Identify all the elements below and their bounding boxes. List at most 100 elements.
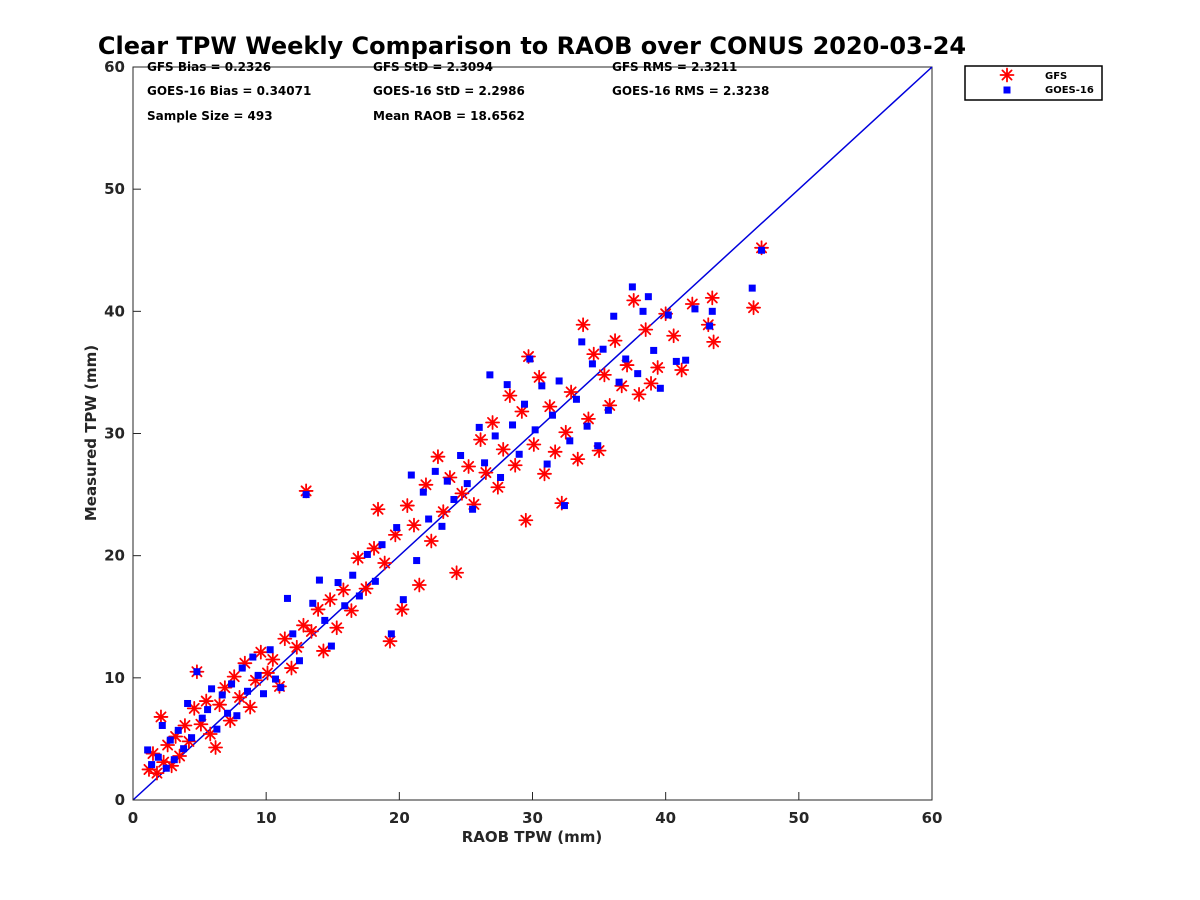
y-tick-label: 30 bbox=[104, 425, 125, 443]
gfs-point bbox=[186, 700, 202, 716]
goes-point bbox=[555, 377, 563, 385]
goes-point bbox=[706, 322, 714, 330]
gfs-point bbox=[643, 376, 659, 391]
stat-gfs-std: GFS StD = 2.3094 bbox=[373, 60, 493, 74]
goes-point bbox=[463, 480, 471, 488]
goes-point bbox=[295, 657, 303, 665]
goes-point bbox=[509, 421, 517, 429]
goes-point bbox=[588, 360, 596, 368]
gfs-point bbox=[310, 602, 326, 617]
goes-point bbox=[615, 378, 623, 386]
gfs-point bbox=[563, 384, 579, 400]
goes-point bbox=[560, 502, 568, 510]
gfs-point bbox=[242, 699, 258, 715]
gfs-point bbox=[626, 292, 642, 308]
goes-point bbox=[481, 459, 489, 467]
x-tick-label: 60 bbox=[922, 809, 943, 827]
goes-point bbox=[664, 311, 672, 319]
goes-point bbox=[622, 355, 630, 363]
goes-point bbox=[387, 630, 395, 638]
gfs-point bbox=[518, 512, 534, 528]
gfs-point bbox=[490, 479, 506, 495]
gfs-point bbox=[212, 697, 227, 713]
goes-point bbox=[327, 642, 335, 650]
goes-point bbox=[443, 477, 451, 485]
goes-point bbox=[249, 653, 257, 661]
gfs-point bbox=[260, 665, 275, 681]
goes-point bbox=[672, 357, 680, 365]
goes-point bbox=[154, 753, 162, 761]
gfs-point bbox=[329, 620, 345, 636]
gfs-point bbox=[746, 300, 761, 316]
goes-point bbox=[578, 338, 586, 346]
x-tick-label: 50 bbox=[788, 809, 809, 827]
gfs-point bbox=[358, 581, 374, 597]
legend: GFS GOES-16 bbox=[964, 65, 1103, 101]
goes-point bbox=[413, 557, 421, 565]
gfs-point bbox=[674, 362, 690, 378]
gfs-point bbox=[526, 437, 542, 452]
goes-point bbox=[315, 576, 323, 584]
gfs-point bbox=[570, 451, 586, 467]
goes-point bbox=[682, 356, 690, 364]
goes-point bbox=[166, 736, 174, 744]
gfs-point bbox=[631, 387, 647, 402]
gfs-point bbox=[597, 367, 612, 383]
gfs-point bbox=[172, 748, 188, 764]
gfs-point bbox=[284, 660, 299, 676]
gfs-point bbox=[336, 582, 351, 598]
gfs-point bbox=[370, 501, 386, 517]
chart-title: Clear TPW Weekly Comparison to RAOB over… bbox=[98, 32, 966, 60]
gfs-point bbox=[423, 533, 439, 549]
gfs-point bbox=[343, 603, 359, 619]
goes-point bbox=[656, 384, 664, 392]
goes-point bbox=[531, 426, 539, 434]
goes-point bbox=[639, 307, 647, 315]
gfs-point bbox=[502, 388, 518, 404]
gfs-point bbox=[531, 369, 547, 385]
goes-point bbox=[213, 725, 221, 733]
goes-point bbox=[650, 346, 658, 354]
goes-point bbox=[610, 312, 618, 320]
goes-point bbox=[355, 592, 363, 600]
gfs-point bbox=[387, 527, 403, 543]
goes-point bbox=[628, 283, 636, 291]
stat-goes-std: GOES-16 StD = 2.2986 bbox=[373, 84, 525, 98]
x-tick-label: 30 bbox=[522, 809, 543, 827]
gfs-point bbox=[265, 652, 281, 667]
goes-point bbox=[363, 550, 371, 558]
gfs-point bbox=[495, 441, 511, 457]
x-axis: 0 10 20 30 40 50 60 bbox=[128, 792, 943, 827]
goes-point bbox=[148, 761, 156, 769]
gfs-point bbox=[704, 290, 720, 306]
goes-point bbox=[425, 515, 433, 523]
goes-point bbox=[266, 646, 274, 654]
goes-point bbox=[438, 522, 446, 530]
goes-point bbox=[378, 541, 386, 549]
goes-point bbox=[486, 371, 494, 379]
goes-point bbox=[475, 423, 483, 431]
y-axis: 0 10 20 30 40 50 60 bbox=[104, 58, 141, 809]
goes-point bbox=[634, 370, 642, 378]
stat-goes-rms: GOES-16 RMS = 2.3238 bbox=[612, 84, 769, 98]
gfs-point bbox=[253, 644, 269, 660]
gfs-point bbox=[638, 322, 654, 338]
x-axis-label: RAOB TPW (mm) bbox=[462, 828, 603, 846]
legend-goes-label: GOES-16 bbox=[1045, 85, 1094, 96]
legend-goes-square bbox=[1003, 86, 1011, 94]
goes-point bbox=[543, 460, 551, 468]
gfs-point bbox=[575, 317, 591, 333]
goes-point bbox=[748, 284, 756, 292]
goes-point bbox=[254, 671, 262, 679]
gfs-point bbox=[202, 726, 218, 742]
goes-point bbox=[407, 471, 415, 479]
goes-point bbox=[277, 684, 285, 692]
gfs-point bbox=[208, 740, 223, 755]
goes-point bbox=[144, 746, 152, 754]
gfs-point bbox=[289, 639, 305, 655]
gfs-point bbox=[478, 465, 494, 480]
goes-point bbox=[208, 685, 216, 693]
goes-point bbox=[309, 599, 317, 607]
gfs-point bbox=[586, 346, 602, 362]
